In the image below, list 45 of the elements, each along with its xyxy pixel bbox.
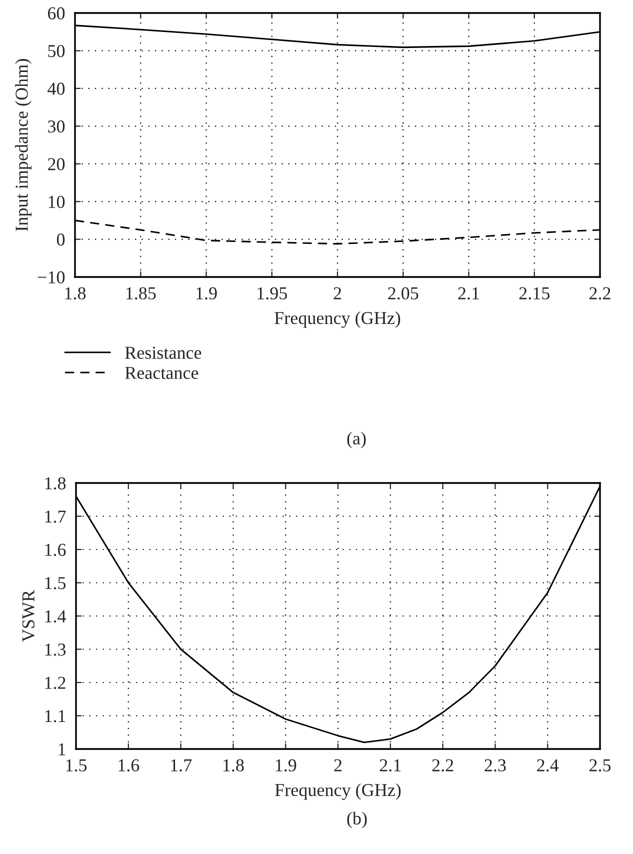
x-tick-label: 2.5 (590, 759, 611, 772)
text: (b) (347, 812, 367, 828)
x-tick-label: 2 (334, 287, 342, 300)
y-tick-label: 1.5 (45, 577, 66, 590)
x-tick-label: 1.5 (66, 759, 87, 772)
x-tick-label: 1.85 (126, 287, 156, 300)
x-tick-label: 1.6 (118, 759, 140, 772)
y-tick-label: 0 (56, 234, 65, 246)
y-tick-label: 20 (48, 158, 65, 170)
y-tick-label: 40 (48, 82, 65, 95)
x-tick-label: 1.7 (171, 759, 192, 772)
x-tick-label: 1.8 (65, 287, 86, 300)
y-tick-label: 1.6 (45, 544, 66, 556)
x-tick-label: 2.1 (458, 287, 479, 300)
y-tick-label: 1.7 (45, 510, 66, 523)
x-axis-title: Frequency (GHz) (274, 311, 400, 328)
y-tick-label: 50 (48, 44, 65, 58)
x-tick-label: 2.3 (484, 759, 506, 772)
y-tick-label: 10 (48, 196, 65, 208)
text: (a) (347, 432, 366, 448)
legend-label: Reactance (125, 366, 198, 379)
x-tick-label: 1.9 (196, 287, 217, 300)
y-axis-title: Input impedance (Ohm) (15, 59, 32, 232)
y-tick-label: 1.8 (45, 477, 66, 490)
x-tick-label: 2.15 (519, 287, 550, 300)
x-tick-label: 1.8 (224, 759, 244, 772)
y-tick-label: 1.2 (45, 676, 66, 690)
y-axis-title: VSWR (22, 590, 35, 642)
x-tick-label: 2.05 (388, 287, 418, 300)
x-tick-label: 1.9 (276, 759, 296, 772)
x-tick-label: 2.2 (432, 759, 454, 772)
x-tick-label: 2.4 (537, 759, 559, 772)
x-tick-label: 2 (334, 759, 342, 772)
x-tick-label: 2.1 (380, 759, 401, 772)
y-tick-label: 30 (48, 120, 65, 133)
y-tick-label: 1.4 (45, 610, 66, 623)
y-tick-label: 1.3 (45, 644, 66, 656)
y-tick-label: −10 (38, 271, 65, 284)
x-tick-label: 2.2 (590, 287, 610, 300)
y-tick-label: 1 (58, 743, 66, 756)
legend-label: Resistance (125, 346, 202, 359)
x-axis-title: Frequency (GHz) (275, 783, 401, 800)
x-tick-label: 1.95 (258, 287, 287, 300)
y-tick-label: 1.1 (45, 710, 66, 722)
y-tick-label: 60 (48, 7, 65, 20)
